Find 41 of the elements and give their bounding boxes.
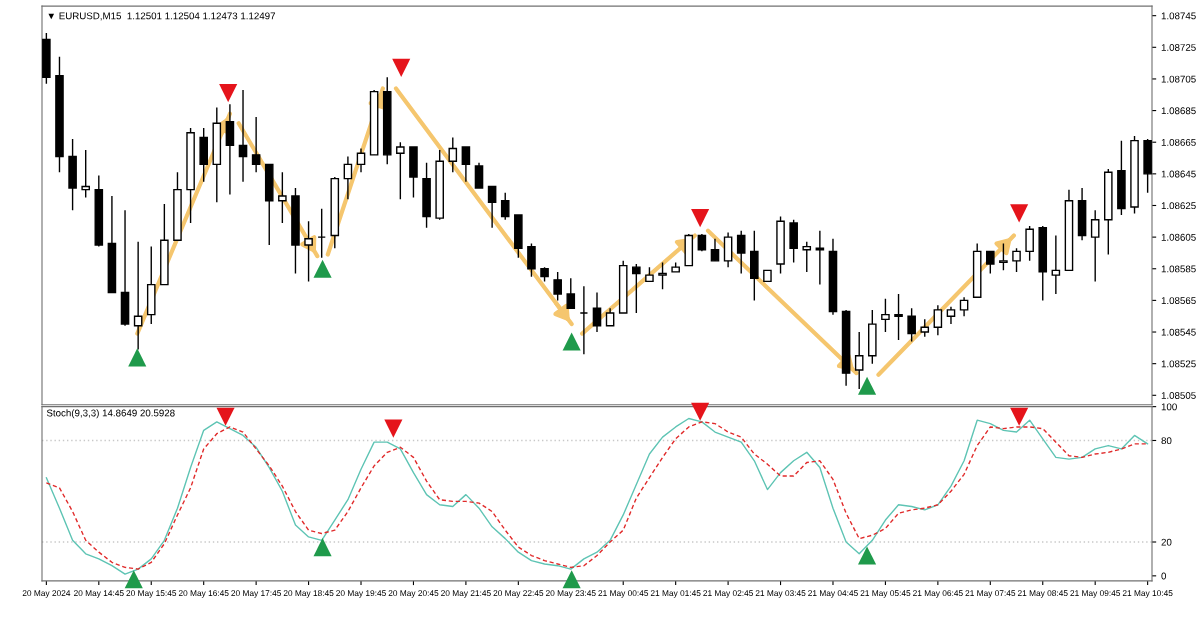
y-tick-label: 1.08645	[1161, 170, 1196, 178]
x-tick-label: 20 May 16:45	[178, 590, 229, 598]
y-tick-label: 80	[1161, 437, 1172, 445]
x-tick-label: 20 May 23:45	[545, 590, 596, 598]
y-tick-label: 20	[1161, 538, 1172, 546]
y-tick-label: 1.08525	[1161, 360, 1196, 368]
x-tick-label: 21 May 02:45	[703, 590, 753, 598]
x-tick-label: 21 May 05:45	[860, 590, 911, 598]
x-tick-label: 21 May 09:45	[1070, 590, 1121, 598]
y-tick-label: 0	[1161, 572, 1167, 580]
y-tick-label: 1.08685	[1161, 107, 1196, 115]
y-tick-label: 1.08585	[1161, 265, 1196, 273]
x-tick-label: 21 May 04:45	[808, 590, 858, 598]
y-tick-label: 1.08745	[1161, 12, 1196, 20]
x-tick-label: 20 May 19:45	[336, 590, 386, 598]
y-tick-label: 1.08505	[1161, 392, 1196, 399]
x-tick-label: 21 May 08:45	[1017, 590, 1068, 598]
x-tick-label: 20 May 22:45	[493, 590, 544, 598]
x-tick-label: 20 May 20:45	[388, 590, 439, 598]
y-tick-label: 1.08605	[1161, 233, 1196, 241]
text: ▼ EURUSD,M15 1.12501 1.12504 1.12473 1.12497	[48, 12, 276, 21]
x-tick-label: 21 May 03:45	[755, 590, 806, 598]
x-tick-label: 20 May 2024	[22, 590, 71, 598]
x-tick-label: 20 May 17:45	[231, 590, 282, 598]
x-tick-label: 20 May 18:45	[283, 590, 334, 598]
x-tick-label: 20 May 15:45	[126, 590, 177, 598]
y-tick-label: 1.08725	[1161, 44, 1196, 51]
x-tick-label: 21 May 00:45	[598, 590, 649, 598]
y-tick-label: 1.08705	[1161, 75, 1196, 83]
x-tick-label: 21 May 07:45	[965, 590, 1016, 598]
chart-title: Stoch(9,3,3) 14.8649 20.5928	[46, 409, 175, 419]
y-tick-label: 1.08665	[1161, 138, 1196, 146]
y-tick-label: 1.08625	[1161, 202, 1196, 210]
x-tick-label: 21 May 01:45	[650, 590, 701, 598]
y-tick-label: 1.08565	[1161, 297, 1196, 305]
x-tick-label: 21 May 06:45	[913, 590, 963, 598]
y-tick-label: 100	[1161, 403, 1177, 411]
x-tick-label: 20 May 14:45	[73, 590, 124, 598]
x-tick-label: 20 May 21:45	[441, 590, 491, 598]
y-tick-label: 1.08545	[1161, 328, 1196, 336]
x-tick-label: 21 May 10:45	[1122, 590, 1173, 598]
